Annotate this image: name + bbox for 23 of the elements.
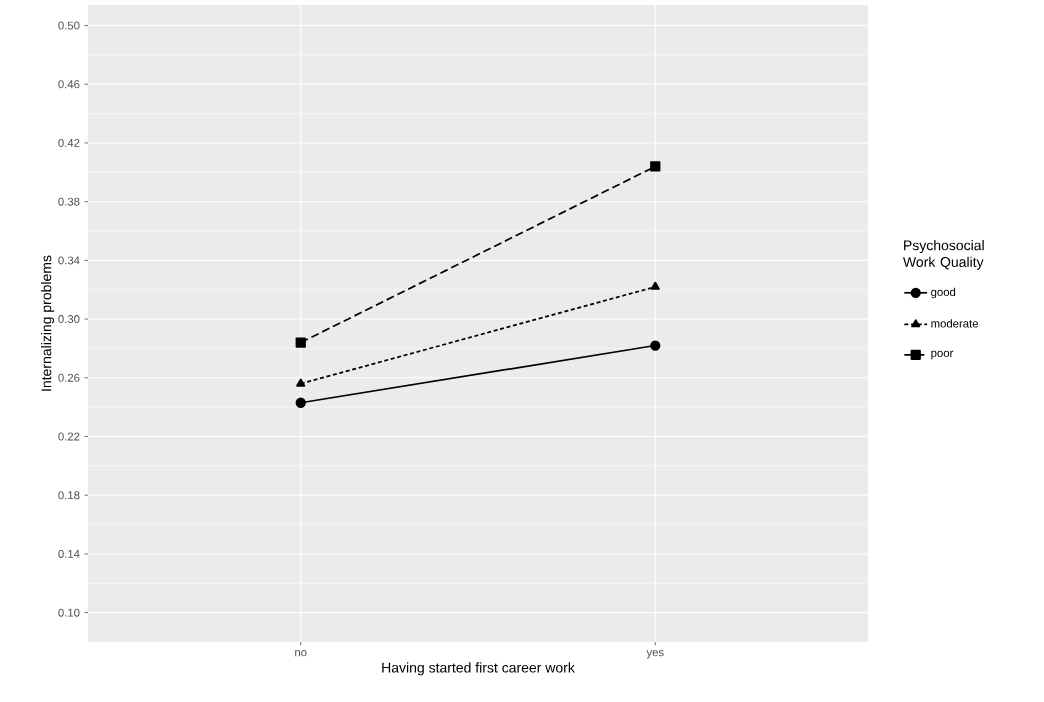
- x-tick-label: yes: [646, 650, 664, 659]
- legend-title: Psychosocial Work Quality: [903, 240, 984, 270]
- y-tick-label: 0.22: [58, 432, 80, 441]
- y-tick-label: 0.46: [58, 80, 80, 89]
- point: [650, 340, 661, 351]
- y-tick-label: 0.42: [58, 138, 80, 147]
- point: [295, 337, 306, 348]
- y-tick-label: 0.38: [58, 197, 80, 206]
- legend-label: poor: [931, 350, 954, 360]
- y-tick-label: 0.14: [58, 549, 80, 558]
- x-tick-label: no: [295, 650, 307, 657]
- y-tick-label: 0.10: [58, 608, 80, 617]
- y-axis-title: Internalizing problems: [41, 255, 55, 391]
- y-tick-label: 0.26: [58, 373, 80, 382]
- legend-label: moderate: [931, 319, 978, 328]
- y-tick-label: 0.34: [58, 256, 80, 265]
- y-tick-label: 0.30: [58, 315, 80, 324]
- point: [650, 161, 661, 172]
- y-tick-label: 0.18: [58, 491, 80, 500]
- point: [295, 397, 306, 408]
- x-axis-title: Having started first career work: [382, 662, 575, 676]
- y-tick-label: 0.50: [58, 21, 80, 30]
- legend-label: good: [931, 287, 956, 299]
